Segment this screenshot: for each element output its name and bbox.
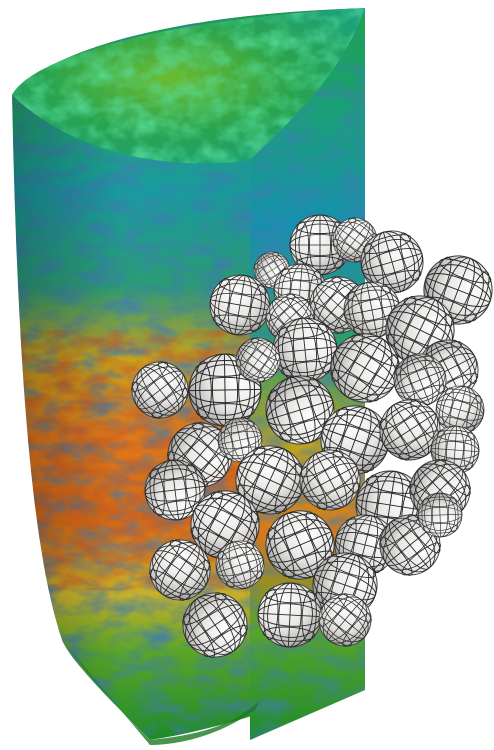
- simulation-render: [0, 0, 494, 750]
